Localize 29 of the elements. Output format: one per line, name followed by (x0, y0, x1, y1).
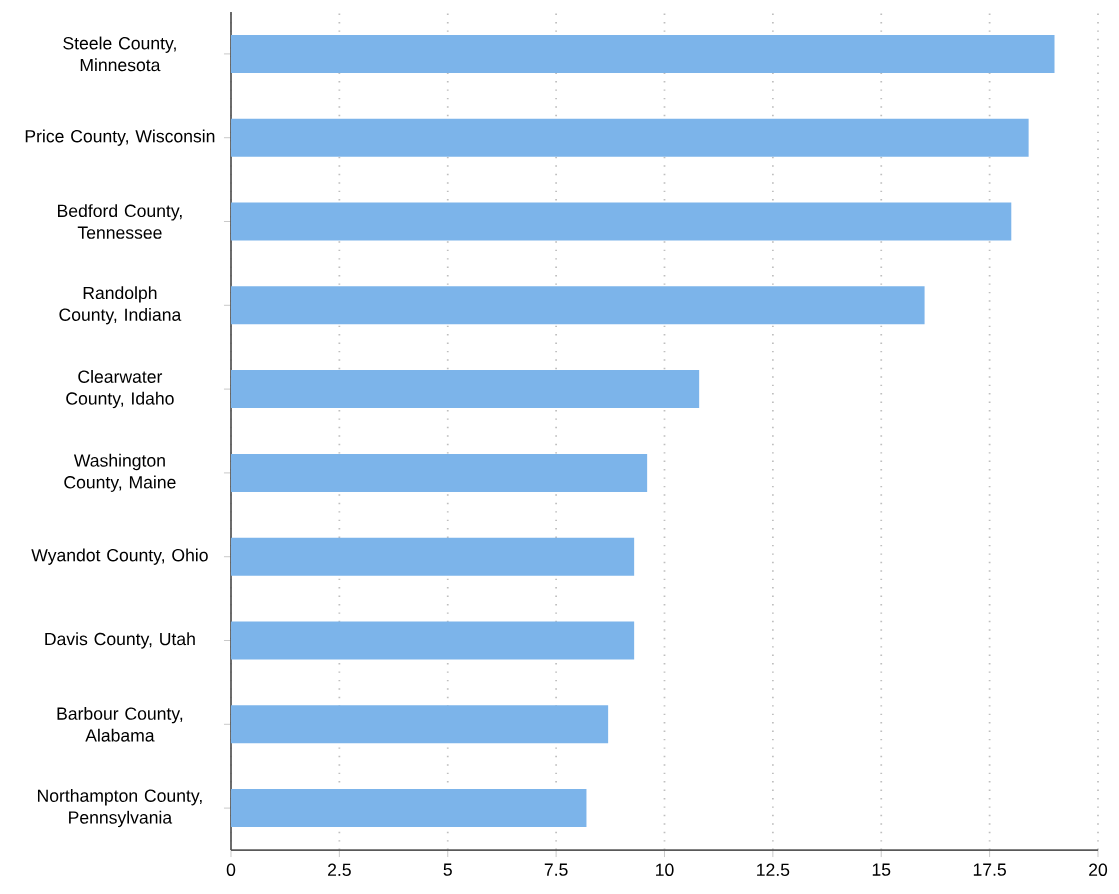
x-tick-label: 2.5 (328, 863, 351, 877)
y-tick-label: Barbour County, Alabama (57, 706, 183, 742)
y-tick-label: Wyandot County, Ohio (31, 548, 208, 565)
x-tick-label: 17.5 (973, 863, 1006, 876)
y-tick-label: Price County, Wisconsin (25, 129, 215, 146)
x-tick-label: 0 (226, 863, 236, 877)
x-tick-label: 7.5 (544, 863, 568, 876)
bar (231, 34, 1055, 73)
bar (231, 118, 1029, 157)
bar (231, 789, 587, 828)
bar (231, 621, 635, 660)
y-tick-label: Bedford County, Tennessee (58, 204, 182, 239)
bar (231, 370, 700, 409)
y-tick-label: Northampton County, Pennsylvania (37, 789, 202, 828)
x-tick-label: 10 (656, 863, 674, 877)
y-tick-label: Clearwater County, Idaho (66, 370, 174, 409)
x-tick-label: 15 (872, 863, 891, 876)
y-tick-label: Randolph County, Indiana (59, 286, 182, 325)
x-tick-label: 20 (1089, 863, 1108, 877)
y-tick-label: Washington County, Maine (64, 453, 176, 492)
x-tick-label: 12.5 (757, 863, 790, 877)
bar (231, 705, 609, 744)
bar (231, 453, 648, 492)
bar (231, 286, 925, 325)
bar (231, 202, 1012, 241)
bar (231, 537, 635, 576)
x-tick-label: 5 (443, 863, 452, 876)
y-tick-label: Steele County, Minnesota (63, 36, 176, 72)
y-tick-label: Davis County, Utah (45, 632, 195, 649)
